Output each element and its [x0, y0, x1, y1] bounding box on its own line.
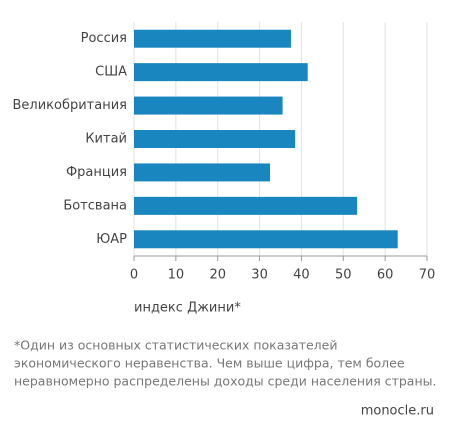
footnote: *Один из основных статистических показат… — [14, 338, 337, 353]
footnote: экономического неравенства. Чем выше циф… — [14, 356, 405, 371]
bar — [134, 230, 398, 249]
bar — [134, 63, 308, 82]
y-tick-label: Китай — [85, 132, 127, 147]
x-axis-label: индекс Джини* — [134, 301, 241, 316]
x-tick-label: 50 — [335, 268, 352, 283]
x-tick-label: 70 — [419, 268, 436, 283]
footnote: неравномерно распределены доходы среди н… — [14, 374, 436, 389]
x-tick-label: 30 — [251, 268, 268, 283]
y-tick-label: Ботсвана — [63, 198, 127, 213]
x-tick-label: 20 — [209, 268, 226, 283]
y-tick-label: Россия — [81, 31, 127, 46]
source: monocle.ru — [361, 404, 434, 419]
x-tick-label: 60 — [377, 268, 394, 283]
y-tick-label: Великобритания — [12, 98, 127, 113]
y-tick-label: ЮАР — [96, 232, 127, 247]
bar — [134, 196, 358, 215]
bar — [134, 96, 283, 115]
x-tick-label: 0 — [130, 268, 138, 283]
y-tick-label: США — [95, 65, 127, 80]
x-tick-label: 10 — [168, 268, 185, 283]
bar — [134, 163, 271, 182]
bar — [134, 29, 291, 48]
y-tick-label: Франция — [66, 165, 127, 180]
x-tick-label: 40 — [293, 268, 310, 283]
bar — [134, 130, 296, 148]
